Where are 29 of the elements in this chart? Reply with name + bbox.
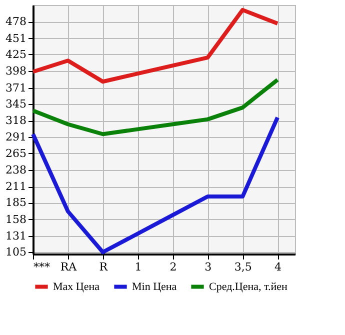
y-tick-label: 478 — [6, 15, 26, 28]
x-tick-label: R — [99, 260, 108, 274]
y-tick-label: 158 — [6, 212, 26, 226]
x-tick-label: 2 — [170, 260, 177, 274]
line-series — [31, 115, 280, 254]
x-tick-label: *** — [34, 260, 50, 274]
y-tick-label: 425 — [6, 48, 26, 61]
x-tick-label: 3 — [204, 260, 212, 274]
y-tick-label: 211 — [6, 180, 26, 194]
y-tick-label: 291 — [6, 130, 26, 144]
x-tick-label: RA — [60, 260, 78, 274]
line-series — [31, 8, 280, 84]
legend-label: Max Цена — [53, 280, 100, 293]
y-tick-label: 318 — [6, 114, 26, 128]
y-tick-label: 451 — [6, 32, 26, 45]
line-series — [31, 78, 280, 136]
legend-label: Сред.Цена, т.йен — [209, 280, 288, 293]
y-tick-label: 398 — [6, 64, 26, 78]
legend-label: Min Цена — [132, 280, 177, 293]
x-tick-label: 1 — [134, 260, 142, 274]
x-tick-label: 4 — [274, 260, 282, 274]
y-tick-label: 345 — [6, 97, 26, 110]
x-tick-label: 3,5 — [234, 260, 252, 274]
y-tick-label: 131 — [6, 230, 26, 243]
y-tick-label: 238 — [6, 163, 26, 176]
y-tick-label: 371 — [6, 81, 26, 94]
y-tick-label: 265 — [6, 146, 26, 160]
y-tick-label: 105 — [6, 246, 26, 259]
y-tick-label: 185 — [6, 196, 26, 210]
